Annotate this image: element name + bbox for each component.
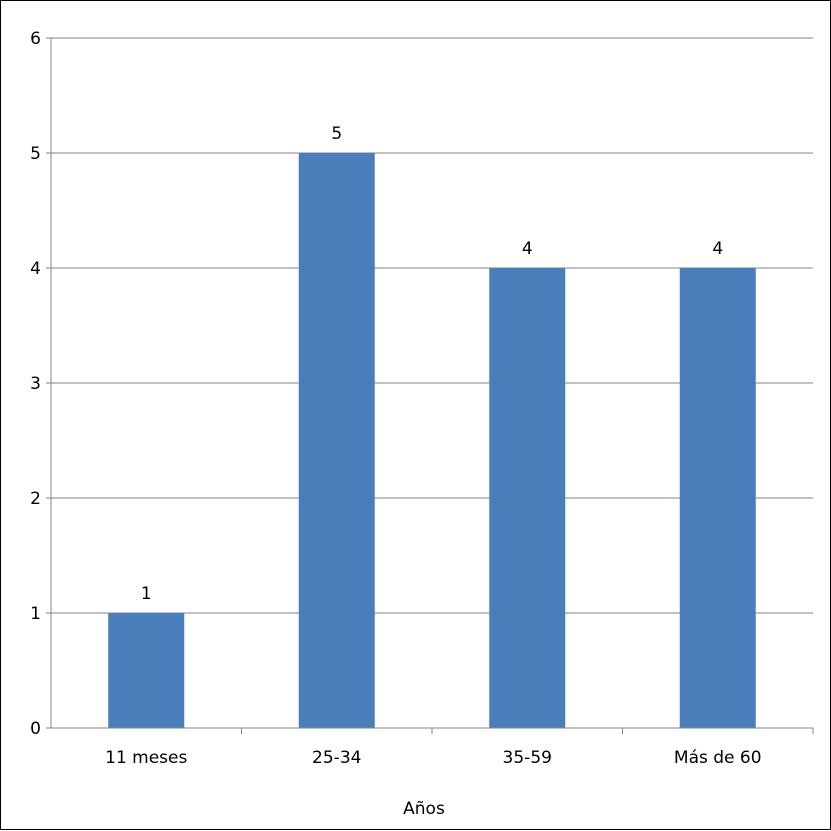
x-tick-label-1: 25-34 bbox=[312, 748, 361, 768]
bar-2 bbox=[489, 268, 566, 728]
y-tick-label-2: 2 bbox=[30, 489, 41, 509]
y-tick-label-1: 1 bbox=[30, 604, 41, 624]
data-label-0: 1 bbox=[141, 584, 152, 604]
x-tick-label-0: 11 meses bbox=[105, 748, 187, 768]
bar-0 bbox=[108, 613, 185, 728]
y-tick-label-3: 3 bbox=[30, 374, 41, 394]
y-tick-label-0: 0 bbox=[30, 719, 41, 739]
x-axis-ticks: 11 meses 25-34 35-59 Más de 60 bbox=[105, 728, 814, 768]
x-tick-label-2: 35-59 bbox=[503, 748, 552, 768]
y-tick-label-6: 6 bbox=[30, 29, 41, 49]
data-labels: 154 4 bbox=[141, 124, 723, 604]
y-tick-label-5: 5 bbox=[30, 144, 41, 164]
x-tick-label-3: Más de 60 bbox=[674, 748, 762, 768]
bar-3 bbox=[679, 268, 756, 728]
y-tick-label-4: 4 bbox=[30, 259, 41, 279]
bar-1 bbox=[298, 153, 375, 728]
bars bbox=[108, 153, 756, 728]
data-label-1: 5 bbox=[331, 124, 342, 144]
x-axis-title: Años bbox=[403, 799, 445, 819]
data-label-2: 4 bbox=[522, 239, 533, 259]
y-axis-ticks: 0 1 2 3 4 5 6 bbox=[30, 29, 51, 739]
data-label-3: 4 bbox=[712, 239, 723, 259]
